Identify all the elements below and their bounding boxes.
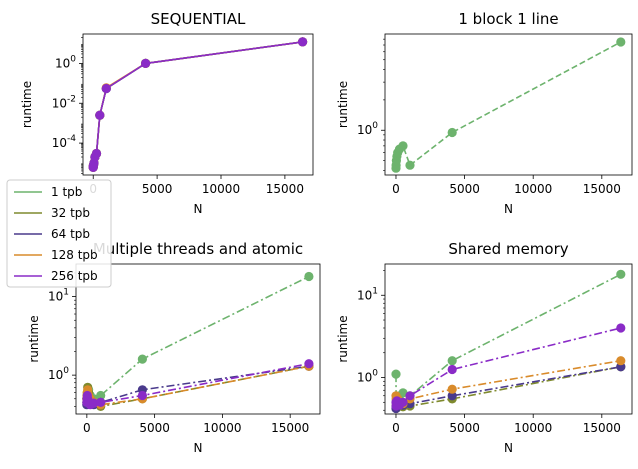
data-point bbox=[616, 37, 626, 47]
series-line-1-tpb bbox=[86, 275, 310, 403]
data-point bbox=[405, 160, 415, 170]
x-tick-label: 5000 bbox=[449, 421, 480, 435]
chart-title: SEQUENTIAL bbox=[151, 10, 246, 28]
x-tick-label: 15000 bbox=[583, 182, 621, 196]
x-tick-label: 0 bbox=[392, 182, 400, 196]
data-point bbox=[96, 397, 106, 407]
legend-box bbox=[6, 179, 112, 288]
data-point bbox=[137, 390, 147, 401]
plot-area-frame bbox=[384, 33, 633, 176]
legend-label: 32 tpb bbox=[51, 206, 90, 220]
plot-area-frame bbox=[82, 33, 314, 176]
chart-title: Shared memory bbox=[448, 240, 568, 258]
series-line-128-tpb bbox=[92, 41, 303, 168]
x-tick-label: 15000 bbox=[583, 421, 621, 435]
series-line-64-tpb bbox=[395, 366, 621, 409]
x-axis-label: N bbox=[504, 441, 513, 455]
series-line-128-tpb bbox=[395, 359, 621, 405]
x-tick-label: 5000 bbox=[142, 182, 173, 196]
legend-label: 1 tpb bbox=[51, 185, 82, 199]
x-axis-label: N bbox=[194, 441, 203, 455]
y-tick-label: 100 bbox=[357, 121, 378, 137]
legend-label: 256 tpb bbox=[51, 269, 98, 283]
series-line-128-tpb bbox=[86, 365, 310, 406]
series-line-1-tpb bbox=[395, 273, 622, 407]
y-tick-label: 101 bbox=[48, 288, 69, 304]
series-line-256-tpb bbox=[395, 327, 621, 407]
data-point bbox=[95, 110, 105, 120]
data-point bbox=[398, 141, 408, 151]
data-point bbox=[447, 356, 457, 366]
x-tick-label: 5000 bbox=[139, 421, 170, 435]
series-line-32-tpb bbox=[92, 41, 303, 168]
y-tick-label: 10-2 bbox=[52, 94, 76, 110]
data-point bbox=[447, 364, 457, 375]
data-point bbox=[616, 356, 626, 366]
y-tick-label: 101 bbox=[357, 286, 378, 302]
data-point bbox=[304, 271, 314, 282]
legend-label: 128 tpb bbox=[51, 248, 98, 262]
chart-panel-1: SEQUENTIALNruntime05000100001500010-410-… bbox=[20, 10, 314, 216]
data-point bbox=[137, 354, 147, 364]
x-axis-label: N bbox=[504, 202, 513, 216]
y-tick-label: 100 bbox=[48, 366, 69, 382]
plot-area-frame bbox=[75, 263, 321, 415]
y-tick-label: 100 bbox=[55, 54, 76, 70]
x-tick-label: 15000 bbox=[271, 421, 309, 435]
series-line-256-tpb bbox=[86, 362, 310, 406]
y-tick-label: 10-4 bbox=[52, 134, 77, 150]
data-point bbox=[298, 37, 308, 47]
data-point bbox=[616, 269, 626, 279]
data-point bbox=[101, 83, 111, 94]
x-tick-label: 0 bbox=[392, 421, 400, 435]
x-tick-label: 10000 bbox=[514, 421, 552, 435]
data-point bbox=[447, 127, 457, 138]
x-tick-label: 10000 bbox=[203, 421, 241, 435]
chart-title: 1 block 1 line bbox=[458, 10, 558, 28]
data-point bbox=[96, 390, 106, 401]
y-axis-label: runtime bbox=[20, 81, 34, 128]
x-tick-label: 0 bbox=[83, 421, 91, 435]
data-point bbox=[398, 388, 408, 398]
y-axis-label: runtime bbox=[336, 315, 350, 362]
y-axis-label: runtime bbox=[27, 315, 41, 362]
series-line-256-tpb bbox=[92, 41, 303, 168]
legend-label: 64 tpb bbox=[51, 227, 90, 241]
data-point bbox=[89, 398, 99, 408]
x-axis-label: N bbox=[194, 202, 203, 216]
x-tick-label: 5000 bbox=[449, 182, 480, 196]
x-tick-label: 10000 bbox=[514, 182, 552, 196]
data-point bbox=[616, 323, 626, 333]
data-point bbox=[405, 391, 415, 401]
data-point bbox=[91, 148, 102, 159]
data-point bbox=[391, 369, 401, 379]
x-tick-label: 10000 bbox=[202, 182, 240, 196]
x-tick-label: 15000 bbox=[266, 182, 304, 196]
data-point bbox=[447, 384, 457, 394]
series-line-64-tpb bbox=[92, 41, 303, 168]
data-point bbox=[398, 397, 408, 407]
legend: 1 tpb 32 tpb 64 tpb 128 tpb 256 tpb bbox=[6, 179, 112, 288]
data-point bbox=[447, 391, 457, 401]
series-line-1-tpb bbox=[92, 41, 303, 168]
y-axis-label: runtime bbox=[336, 81, 350, 128]
series-line-1-tpb bbox=[395, 41, 622, 169]
data-point bbox=[141, 58, 151, 68]
chart-title: Multiple threads and atomic bbox=[93, 240, 303, 258]
plot-area-frame bbox=[384, 263, 633, 415]
data-point bbox=[304, 359, 314, 369]
y-tick-label: 100 bbox=[357, 369, 378, 385]
